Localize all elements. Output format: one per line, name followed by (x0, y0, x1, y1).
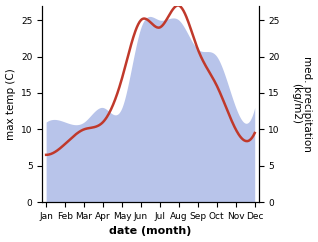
X-axis label: date (month): date (month) (109, 227, 192, 236)
Y-axis label: max temp (C): max temp (C) (5, 68, 16, 140)
Y-axis label: med. precipitation
(kg/m2): med. precipitation (kg/m2) (291, 56, 313, 152)
